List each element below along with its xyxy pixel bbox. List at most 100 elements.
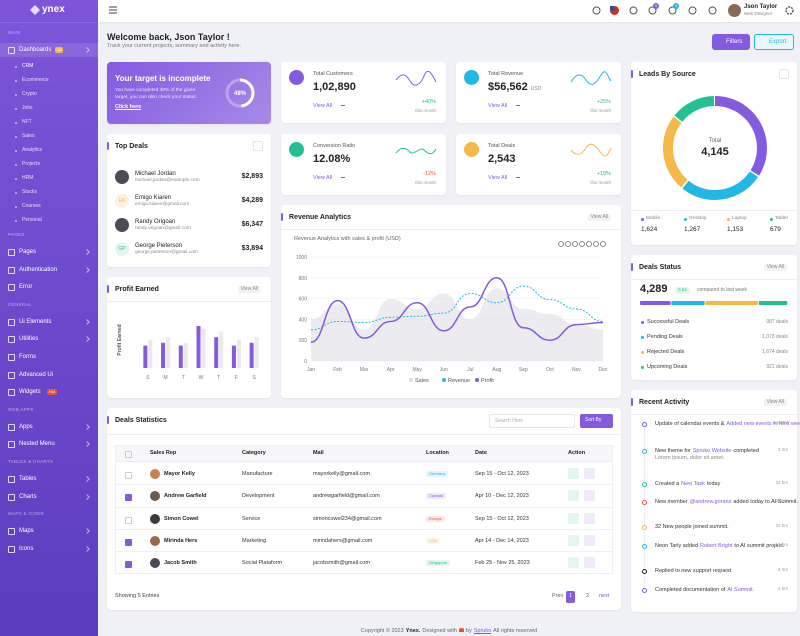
action-download[interactable] (568, 512, 579, 524)
sidebar-icon (8, 249, 15, 256)
activity-link[interactable]: Added new events in next week. (726, 421, 800, 427)
activity-link[interactable]: New Task (681, 481, 705, 487)
sidebar-item[interactable]: Ui Elements (0, 315, 98, 329)
sidebar-sub-item[interactable]: Stocks (22, 189, 38, 195)
stat-link[interactable]: View All (313, 103, 333, 109)
card-menu[interactable]: View All (237, 286, 261, 293)
sidebar-item[interactable]: Charts (0, 490, 98, 504)
stat-link[interactable]: View All (488, 103, 508, 109)
activity-link[interactable]: AI Summit. (727, 587, 755, 593)
card-menu-button[interactable] (253, 141, 263, 151)
rep-name: Andrew Garfield (164, 493, 207, 500)
search-placeholder: Search Here (495, 418, 524, 424)
action-download[interactable] (568, 557, 579, 569)
deal-email: george.pieterson@gmail.com (135, 250, 198, 255)
sidebar-item[interactable]: Forms (0, 350, 98, 364)
stat-link[interactable]: View All (488, 175, 508, 181)
action-download[interactable] (568, 490, 579, 502)
footer-text: Copyright © 2023 (360, 628, 404, 634)
sidebar-sub-item[interactable]: Sales (22, 133, 35, 139)
title-accent (631, 70, 633, 78)
stat-icon (464, 70, 479, 85)
y-tick-label: 400 (299, 317, 308, 323)
sidebar-item[interactable]: Pages (0, 245, 98, 259)
category: Service (242, 515, 261, 522)
activity-main: Completed documentation of (655, 587, 726, 593)
sidebar-item[interactable]: Icons (0, 542, 98, 556)
row-checkbox[interactable] (125, 494, 132, 502)
timeline-dot (642, 525, 647, 530)
sidebar-item[interactable]: Apps (0, 420, 98, 434)
status-dot (641, 336, 644, 339)
target-link[interactable]: Click here (115, 104, 142, 110)
row-checkbox[interactable] (125, 561, 132, 569)
row-checkbox[interactable] (125, 472, 132, 479)
deals-progress (640, 301, 788, 305)
bar (214, 337, 219, 368)
sidebar-sub-item[interactable]: Personal (22, 217, 42, 223)
header-checkbox[interactable] (125, 451, 132, 458)
footer-link[interactable]: Spruko (473, 628, 492, 634)
action-edit[interactable] (584, 468, 595, 479)
stat-link-arrow (341, 177, 345, 178)
activity-link[interactable]: @andrew.goranz (689, 499, 732, 505)
pagination-item[interactable]: next (599, 593, 610, 599)
filters-button[interactable]: Filters (712, 34, 750, 50)
pagination-item[interactable]: 1 (566, 591, 576, 603)
export-button[interactable]: Export (754, 34, 794, 50)
legend-label: Profit (481, 378, 494, 384)
sales-area (311, 288, 603, 361)
search-input[interactable]: Search Here (489, 414, 575, 428)
sidebar-sub-item[interactable]: NFT (22, 119, 32, 125)
rep-avatar (150, 535, 160, 546)
activity-link[interactable]: Spruko Website (692, 448, 732, 454)
card-menu[interactable]: View All (587, 214, 611, 221)
sidebar-sub-item[interactable]: Analytics (22, 147, 43, 153)
stat-link[interactable]: View All (313, 175, 333, 181)
sidebar-sub-item[interactable]: Ecommerce (22, 77, 49, 83)
timeline-dot (642, 544, 647, 549)
sidebar-sub-item[interactable]: Projects (22, 161, 41, 167)
sidebar-item[interactable]: Error (0, 280, 98, 294)
card-menu-button[interactable] (779, 69, 789, 79)
action-edit[interactable] (584, 534, 595, 546)
bar (183, 342, 188, 368)
sidebar-sub-item[interactable]: CRM (22, 63, 34, 69)
title-accent (631, 398, 633, 406)
row-checkbox[interactable] (125, 516, 132, 524)
activity-main: New member (655, 499, 688, 505)
sidebar-sub-item[interactable]: HRM (22, 175, 34, 181)
sidebar-item[interactable]: Dashboards 12 (0, 43, 98, 57)
pagination-item[interactable]: Prev (552, 593, 564, 599)
title-accent (107, 285, 109, 293)
activity-text: 32 New people joined summit. (655, 524, 765, 532)
sidebar-item[interactable]: Utilities (0, 332, 98, 346)
bar (196, 326, 201, 368)
sidebar-chevron (84, 476, 90, 482)
action-download[interactable] (568, 534, 579, 546)
action-edit[interactable] (584, 512, 595, 524)
activity-link[interactable]: Robert Bright (700, 543, 733, 549)
sidebar-item[interactable]: Maps (0, 524, 98, 538)
filters-label: Filters (726, 39, 743, 45)
sidebar-sub-dot (15, 94, 17, 96)
sort-button[interactable]: Sort By (580, 414, 613, 428)
sidebar-sub-item[interactable]: Crypto (22, 91, 37, 97)
action-download[interactable] (568, 468, 579, 479)
row-checkbox[interactable] (125, 538, 132, 546)
sidebar-item[interactable]: Advanced Ui (0, 368, 98, 382)
sidebar-item[interactable]: Tables (0, 472, 98, 486)
sidebar-item[interactable]: Widgets Hot (0, 385, 98, 399)
activity-time: 12 hrs (775, 542, 788, 547)
sidebar-item[interactable]: Authentication (0, 263, 98, 277)
action-edit[interactable] (584, 490, 595, 502)
action-edit[interactable] (584, 557, 595, 569)
mail: andrewgarfield@gmail.com (313, 493, 380, 500)
sidebar-sub-item[interactable]: Jobs (22, 105, 33, 111)
card-menu[interactable]: View All (763, 399, 787, 406)
sidebar-sub-item[interactable]: Courses (22, 203, 41, 209)
card-menu[interactable]: View All (763, 264, 787, 271)
sidebar-item[interactable]: Nested Menu (0, 437, 98, 451)
user-avatar[interactable] (728, 4, 741, 17)
pagination-item[interactable]: 2 (586, 593, 590, 599)
